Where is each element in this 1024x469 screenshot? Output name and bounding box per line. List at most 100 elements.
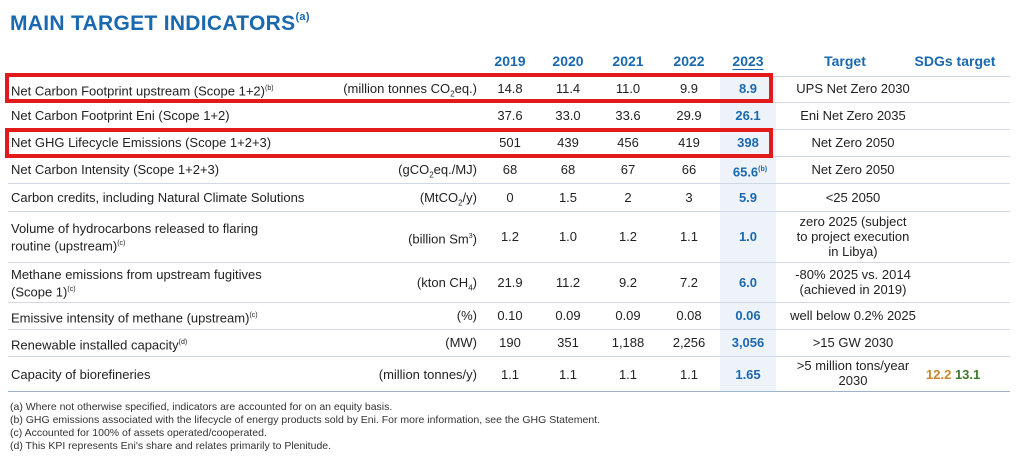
row-label: Net Carbon Footprint upstream (Scope 1+2… [11,83,274,99]
value-2019: 37.6 [497,108,523,123]
table-row: Net Carbon Footprint upstream (Scope 1+2… [8,76,1010,103]
row-label: Capacity of biorefineries [11,367,151,382]
row-unit: (billion Sm3) [408,231,477,247]
value-2023: 1.0 [738,229,758,244]
value-2023: 398 [737,135,759,150]
row-label: Net GHG Lifecycle Emissions (Scope 1+2+3… [11,135,272,150]
value-2023: 5.9 [738,190,758,205]
row-unit: (MtCO2/y) [419,190,477,208]
value-2021: 1.2 [618,229,638,244]
table-row: Net Carbon Intensity (Scope 1+2+3) (gCO2… [8,156,1010,184]
header-sdgs-target: SDGs target [914,53,996,69]
value-2022: 1.1 [679,229,699,244]
value-2022: 0.08 [676,308,702,323]
table-bottom-divider [8,391,1010,392]
value-2023: 1.65 [735,367,761,382]
value-2021: 1,188 [611,335,645,350]
value-2021: 9.2 [618,275,638,290]
footnote-d: (d) This KPI represents Eni's share and … [10,440,332,452]
value-2019: 1.1 [500,367,520,382]
row-unit: (million tonnes CO2eq.) [343,81,477,99]
sdgs-target-value: 12.2 13.1 [926,367,981,382]
table-row: Net Carbon Footprint Eni (Scope 1+2) 37.… [8,102,1010,130]
value-2022: 3 [685,190,693,205]
row-unit: (%) [456,308,477,323]
value-2023: 8.9 [738,81,758,96]
header-2023: 2023 [732,53,764,69]
value-2021: 33.6 [615,108,641,123]
value-2023: 65.6(b) [732,164,768,180]
row-unit: (MW) [445,335,477,350]
value-2020: 33.0 [555,108,581,123]
table-row: Capacity of biorefineries (million tonne… [8,356,1010,391]
header-target: Target [824,53,866,69]
table-row: Emissive intensity of methane (upstream)… [8,302,1010,330]
value-2020: 351 [557,335,579,350]
row-unit: (kton CH4) [416,275,477,293]
row-label: Methane emissions from upstream fugitive… [11,267,262,300]
footnote-b: (b) GHG emissions associated with the li… [10,414,600,426]
value-2019: 68 [502,162,518,177]
row-label: Carbon credits, including Natural Climat… [11,190,305,205]
target-value: Net Zero 2050 [811,135,895,150]
value-2020: 439 [557,135,579,150]
target-value: -80% 2025 vs. 2014 (achieved in 2019) [795,267,911,297]
page-title: MAIN TARGET INDICATORS(a) [10,11,310,35]
row-label: Net Carbon Footprint Eni (Scope 1+2) [11,108,230,123]
value-2022: 66 [681,162,697,177]
header-2022: 2022 [673,53,705,69]
value-2022: 29.9 [676,108,702,123]
header-2020: 2020 [552,53,584,69]
table-row: Carbon credits, including Natural Climat… [8,183,1010,212]
row-unit: (million tonnes/y) [378,367,477,382]
target-value: >5 million tons/year 2030 [796,358,910,388]
highlight-box-row-1 [5,73,773,103]
value-2022: 9.9 [679,81,699,96]
table-row: Volume of hydrocarbons released to flari… [8,211,1010,263]
table-row: Methane emissions from upstream fugitive… [8,262,1010,303]
value-2020: 68 [560,162,576,177]
value-2019: 501 [499,135,521,150]
value-2023: 26.1 [735,108,761,123]
value-2019: 0 [506,190,514,205]
header-2019: 2019 [494,53,526,69]
target-value: well below 0.2% 2025 [790,308,916,323]
target-value: UPS Net Zero 2030 [796,81,910,96]
value-2020: 1.0 [558,229,578,244]
table-row: Renewable installed capacity(d) (MW) 190… [8,329,1010,357]
value-2021: 1.1 [618,367,638,382]
value-2021: 456 [617,135,639,150]
footnote-a: (a) Where not otherwise specified, indic… [10,401,393,413]
value-2023: 0.06 [735,308,761,323]
footnote-c: (c) Accounted for 100% of assets operate… [10,427,267,439]
value-2020: 1.5 [558,190,578,205]
value-2022: 419 [678,135,700,150]
row-label: Volume of hydrocarbons released to flari… [11,221,259,254]
value-2021: 11.0 [615,81,641,96]
row-unit: (gCO2eq./MJ) [398,162,477,180]
value-2020: 11.2 [555,275,581,290]
value-2023: 6.0 [738,275,758,290]
row-label: Net Carbon Intensity (Scope 1+2+3) [11,162,220,177]
value-2019: 14.8 [497,81,523,96]
target-value: <25 2050 [825,190,881,205]
target-value: Net Zero 2050 [811,162,895,177]
value-2023: 3,056 [731,335,765,350]
value-2019: 1.2 [500,229,520,244]
target-value: Eni Net Zero 2035 [800,108,906,123]
target-value: zero 2025 (subject to project execution in… [796,214,910,259]
value-2021: 0.09 [615,308,641,323]
value-2020: 0.09 [555,308,581,323]
row-label: Emissive intensity of methane (upstream)… [11,310,258,326]
value-2021: 2 [624,190,632,205]
value-2019: 190 [499,335,521,350]
value-2019: 0.10 [497,308,523,323]
value-2022: 2,256 [672,335,706,350]
value-2022: 7.2 [679,275,699,290]
value-2022: 1.1 [679,367,699,382]
row-label: Renewable installed capacity(d) [11,337,188,353]
value-2019: 21.9 [497,275,523,290]
value-2020: 1.1 [558,367,578,382]
highlight-box-row-3 [5,128,773,158]
value-2020: 11.4 [555,81,581,96]
